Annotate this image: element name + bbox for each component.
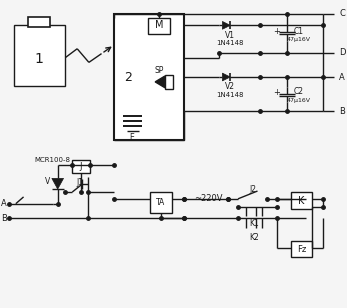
Text: V: V <box>45 177 51 186</box>
Text: +: + <box>273 27 280 36</box>
Polygon shape <box>222 22 230 29</box>
Bar <box>291 192 312 209</box>
Text: M: M <box>155 20 163 30</box>
Bar <box>114 14 184 140</box>
Text: Fz: Fz <box>297 245 306 254</box>
Text: D: D <box>339 48 346 57</box>
Bar <box>165 75 173 89</box>
Text: V1: V1 <box>225 30 235 40</box>
Bar <box>148 18 170 34</box>
Text: 2: 2 <box>124 71 132 83</box>
Text: SP: SP <box>154 66 164 75</box>
Polygon shape <box>222 73 230 81</box>
Text: J: J <box>80 162 82 171</box>
Polygon shape <box>52 178 64 189</box>
Text: E: E <box>129 133 134 142</box>
Text: A: A <box>1 199 7 208</box>
Polygon shape <box>155 76 165 88</box>
Text: C: C <box>339 9 345 18</box>
Text: C2: C2 <box>294 87 303 96</box>
Text: MCR100-8: MCR100-8 <box>35 157 71 163</box>
Text: B: B <box>1 214 7 223</box>
Text: ~220V: ~220V <box>195 194 223 203</box>
Text: V2: V2 <box>225 82 235 91</box>
Text: C1: C1 <box>294 27 303 36</box>
Text: 1N4148: 1N4148 <box>217 40 244 46</box>
Text: B: B <box>339 107 345 116</box>
Bar <box>150 192 172 213</box>
Text: A: A <box>339 72 345 82</box>
Text: K2: K2 <box>250 233 260 242</box>
Bar <box>14 25 65 86</box>
Text: 47μ16V: 47μ16V <box>286 98 311 103</box>
Text: 47μ16V: 47μ16V <box>286 38 311 43</box>
Text: J2: J2 <box>249 184 256 194</box>
Text: J1: J1 <box>77 178 84 187</box>
Text: +: + <box>273 88 280 97</box>
Text: 1N4148: 1N4148 <box>217 91 244 98</box>
Text: K1: K1 <box>250 219 260 228</box>
Text: K: K <box>298 196 305 206</box>
Bar <box>291 241 312 257</box>
Bar <box>28 17 50 27</box>
Text: TA: TA <box>156 198 166 207</box>
Text: 1: 1 <box>35 52 44 67</box>
Bar <box>72 160 90 173</box>
